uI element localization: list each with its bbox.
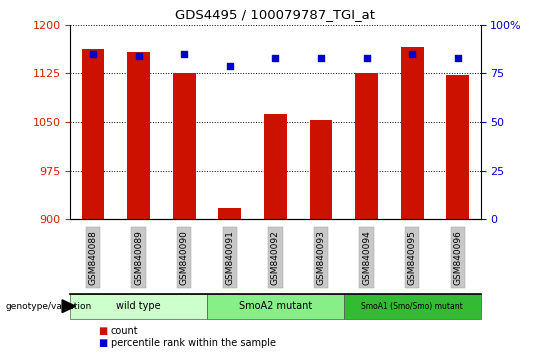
Text: GSM840088: GSM840088 (89, 230, 98, 285)
Title: GDS4495 / 100079787_TGI_at: GDS4495 / 100079787_TGI_at (176, 8, 375, 21)
Bar (309, 120, 333, 219)
Text: GSM840092: GSM840092 (271, 230, 280, 285)
Point (226, 63, 234, 68)
Text: count: count (111, 326, 138, 336)
Text: wild type: wild type (116, 301, 161, 311)
Point (271, 55, 280, 61)
Point (362, 55, 371, 61)
Bar (447, 75, 469, 219)
Text: GSM840089: GSM840089 (134, 230, 143, 285)
Text: SmoA2 mutant: SmoA2 mutant (239, 301, 312, 311)
Point (454, 55, 462, 61)
Point (316, 55, 325, 61)
Text: GSM840094: GSM840094 (362, 230, 371, 285)
Point (180, 51, 188, 57)
Bar (173, 73, 195, 219)
Text: percentile rank within the sample: percentile rank within the sample (111, 338, 276, 348)
Bar (355, 73, 378, 219)
Text: GSM840090: GSM840090 (180, 230, 188, 285)
Text: GSM840091: GSM840091 (225, 230, 234, 285)
Bar (218, 208, 241, 219)
Text: genotype/variation: genotype/variation (5, 302, 92, 311)
Point (89, 51, 97, 57)
Bar (401, 47, 423, 219)
Point (408, 51, 416, 57)
Text: GSM840093: GSM840093 (316, 230, 326, 285)
Text: ■: ■ (98, 338, 107, 348)
Bar (264, 114, 287, 219)
Text: ■: ■ (98, 326, 107, 336)
Bar (127, 52, 150, 219)
Text: GSM840096: GSM840096 (453, 230, 462, 285)
Bar (82, 50, 104, 219)
Text: GSM840095: GSM840095 (408, 230, 417, 285)
Text: SmoA1 (Smo/Smo) mutant: SmoA1 (Smo/Smo) mutant (361, 302, 463, 311)
Point (134, 53, 143, 59)
